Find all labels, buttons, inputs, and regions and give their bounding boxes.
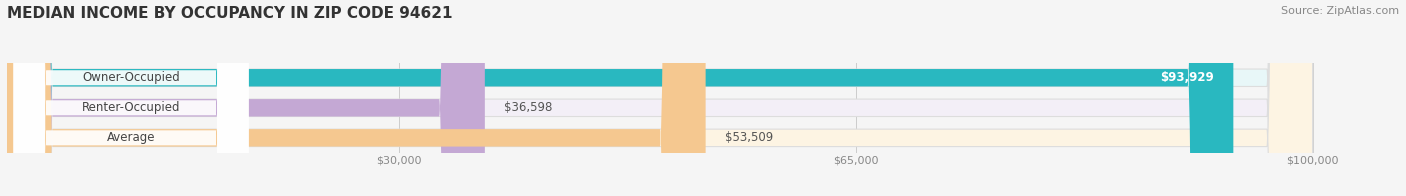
FancyBboxPatch shape	[7, 0, 1313, 196]
Text: $36,598: $36,598	[505, 101, 553, 114]
FancyBboxPatch shape	[7, 0, 1313, 196]
Text: MEDIAN INCOME BY OCCUPANCY IN ZIP CODE 94621: MEDIAN INCOME BY OCCUPANCY IN ZIP CODE 9…	[7, 6, 453, 21]
FancyBboxPatch shape	[7, 0, 1233, 196]
FancyBboxPatch shape	[7, 0, 706, 196]
Text: Owner-Occupied: Owner-Occupied	[82, 71, 180, 84]
Text: $93,929: $93,929	[1160, 71, 1213, 84]
Text: $53,509: $53,509	[725, 131, 773, 144]
Text: Average: Average	[107, 131, 155, 144]
FancyBboxPatch shape	[14, 0, 249, 196]
Text: Renter-Occupied: Renter-Occupied	[82, 101, 180, 114]
FancyBboxPatch shape	[14, 0, 249, 196]
FancyBboxPatch shape	[7, 0, 485, 196]
Text: Source: ZipAtlas.com: Source: ZipAtlas.com	[1281, 6, 1399, 16]
FancyBboxPatch shape	[14, 0, 249, 196]
FancyBboxPatch shape	[7, 0, 1313, 196]
